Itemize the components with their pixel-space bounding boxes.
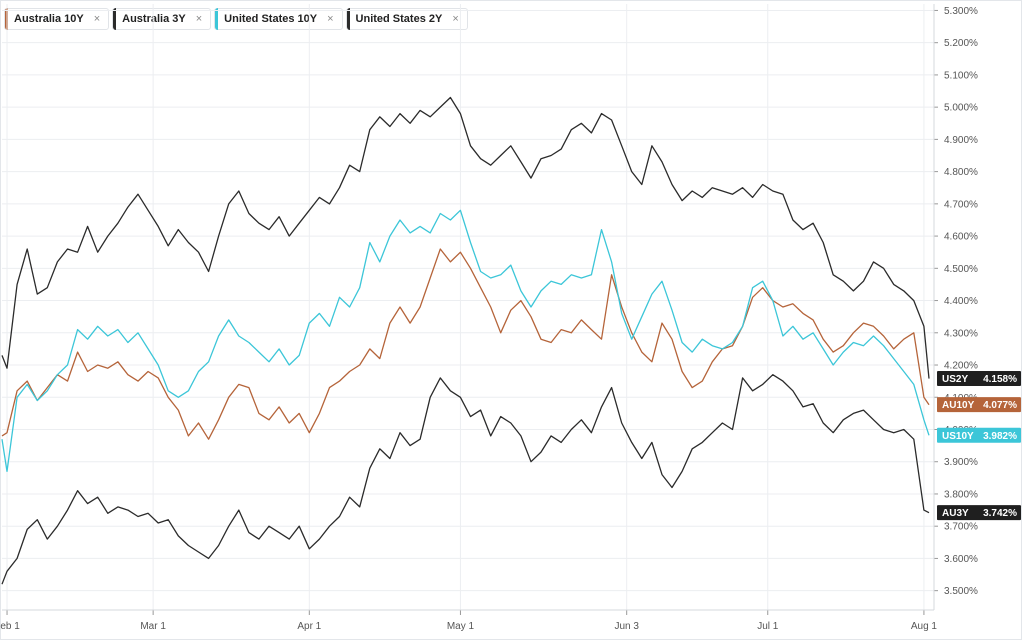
legend-swatch — [5, 8, 8, 30]
badge-background — [937, 371, 1021, 387]
x-tick-label: Feb 1 — [0, 621, 20, 632]
y-tick-label: 4.600% — [944, 232, 978, 243]
legend-label: United States 10Y — [224, 13, 318, 25]
x-tick-label: Jul 1 — [757, 621, 779, 632]
series-line-au10y — [1, 248, 930, 440]
y-tick-label: 4.900% — [944, 135, 978, 146]
close-icon[interactable]: × — [452, 13, 459, 25]
y-tick-label: 4.400% — [944, 296, 978, 307]
badge-value: 4.158% — [983, 374, 1017, 385]
legend-item-australia-3y[interactable]: Australia 3Y × — [112, 8, 212, 30]
y-tick-label: 3.500% — [944, 586, 978, 597]
series-line-au3y — [1, 374, 930, 585]
badge-au10y: AU10Y 4.077% — [937, 397, 1021, 413]
close-icon[interactable]: × — [93, 13, 101, 25]
y-tick-label: 3.900% — [944, 457, 978, 468]
series-line-us2y — [1, 96, 930, 379]
badge-code: AU10Y — [942, 400, 975, 411]
y-tick-label: 4.800% — [944, 167, 978, 178]
badge-us2y: US2Y 4.158% — [937, 371, 1021, 387]
badge-code: US10Y — [942, 431, 974, 442]
y-tick-label: 5.000% — [944, 103, 978, 114]
grid — [2, 4, 934, 610]
y-tick-label: 3.700% — [944, 522, 978, 533]
legend-swatch — [346, 8, 350, 30]
legend-item-united-states-2y[interactable]: United States 2Y × — [345, 8, 468, 30]
y-tick-label: 5.100% — [944, 70, 978, 81]
y-tick-label: 4.500% — [944, 264, 978, 275]
badge-value: 3.742% — [983, 508, 1017, 519]
legend-item-united-states-10y[interactable]: United States 10Y × — [214, 8, 343, 30]
legend-label: United States 2Y — [355, 13, 443, 25]
badge-au3y: AU3Y 3.742% — [937, 505, 1021, 521]
y-tick-label: 3.600% — [944, 554, 978, 565]
badge-background — [937, 397, 1021, 413]
legend-label: Australia 10Y — [14, 13, 84, 25]
y-tick-label: 5.200% — [944, 38, 978, 49]
legend: Australia 10Y × Australia 3Y × United St… — [4, 8, 468, 30]
badge-value: 4.077% — [983, 400, 1017, 411]
x-tick-label: Mar 1 — [140, 621, 166, 632]
series-lines — [1, 96, 930, 585]
value-badges: US2Y 4.158% AU10Y 4.077% US10Y 3.982% AU3Y 3.74… — [937, 371, 1021, 521]
badge-code: US2Y — [942, 374, 968, 385]
legend-swatch — [215, 8, 219, 30]
badge-code: AU3Y — [942, 508, 969, 519]
y-tick-label: 4.300% — [944, 328, 978, 339]
close-icon[interactable]: × — [327, 13, 334, 25]
x-tick-label: Aug 1 — [911, 621, 938, 632]
series-line-us10y — [1, 209, 930, 473]
x-tick-label: May 1 — [447, 621, 475, 632]
badge-background — [937, 505, 1021, 521]
y-tick-label: 4.200% — [944, 361, 978, 372]
badge-value: 3.982% — [983, 431, 1017, 442]
y-tick-label: 4.700% — [944, 199, 978, 210]
y-tick-label: 5.300% — [944, 6, 978, 17]
y-tick-label: 3.800% — [944, 489, 978, 500]
x-tick-label: Jun 3 — [614, 621, 639, 632]
close-icon[interactable]: × — [195, 13, 203, 25]
axes: 3.500%3.600%3.700%3.800%3.900%4.000%4.10… — [0, 4, 978, 632]
x-tick-label: Apr 1 — [297, 621, 321, 632]
badge-background — [937, 427, 1021, 443]
legend-swatch — [113, 8, 117, 30]
legend-label: Australia 3Y — [122, 13, 186, 25]
badge-us10y: US10Y 3.982% — [937, 427, 1021, 443]
legend-item-australia-10y[interactable]: Australia 10Y × — [4, 8, 110, 30]
